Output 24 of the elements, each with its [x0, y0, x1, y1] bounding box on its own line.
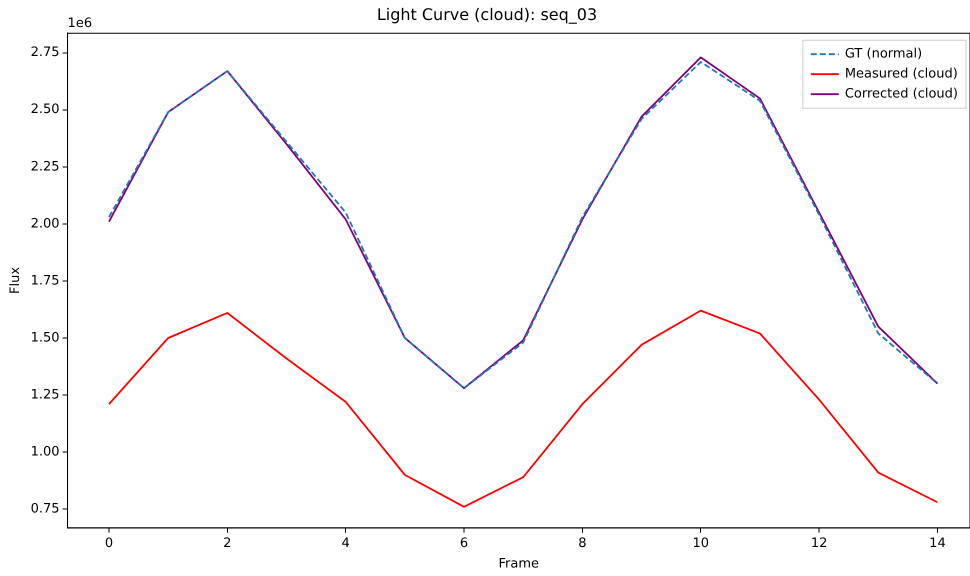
x-tick-label: 2 [223, 536, 232, 551]
x-tick-label: 6 [460, 536, 468, 551]
y-axis-title: Flux [8, 266, 24, 294]
y-tick-label: 2.50 [30, 102, 60, 118]
y-tick-label: 2.75 [30, 45, 60, 60]
x-tick-label: 4 [342, 536, 350, 551]
y-tick-label: 1.50 [30, 330, 60, 346]
x-tick-label: 10 [692, 536, 710, 551]
x-tick-label: 8 [578, 536, 587, 551]
chart-title: Light Curve (cloud): seq_03 [376, 4, 598, 24]
y-tick-label: 1.25 [30, 387, 60, 402]
x-tick-label: 14 [929, 536, 946, 551]
y-tick-label: 1.75 [30, 273, 60, 288]
x-tick-label: 0 [104, 536, 114, 551]
y-tick-label: 0.75 [30, 501, 60, 516]
y-tick-label: 2.25 [30, 159, 60, 174]
legend-label: Corrected (cloud) [844, 86, 958, 102]
x-axis-title: Frame [498, 556, 540, 572]
text: 1e6 [68, 16, 92, 32]
y-tick-label: 1.00 [30, 444, 60, 460]
legend-label: GT (normal) [844, 46, 922, 62]
y-tick-label: 2.00 [30, 216, 60, 232]
legend-label: Measured (cloud) [844, 66, 958, 82]
x-tick-label: 12 [810, 536, 828, 551]
